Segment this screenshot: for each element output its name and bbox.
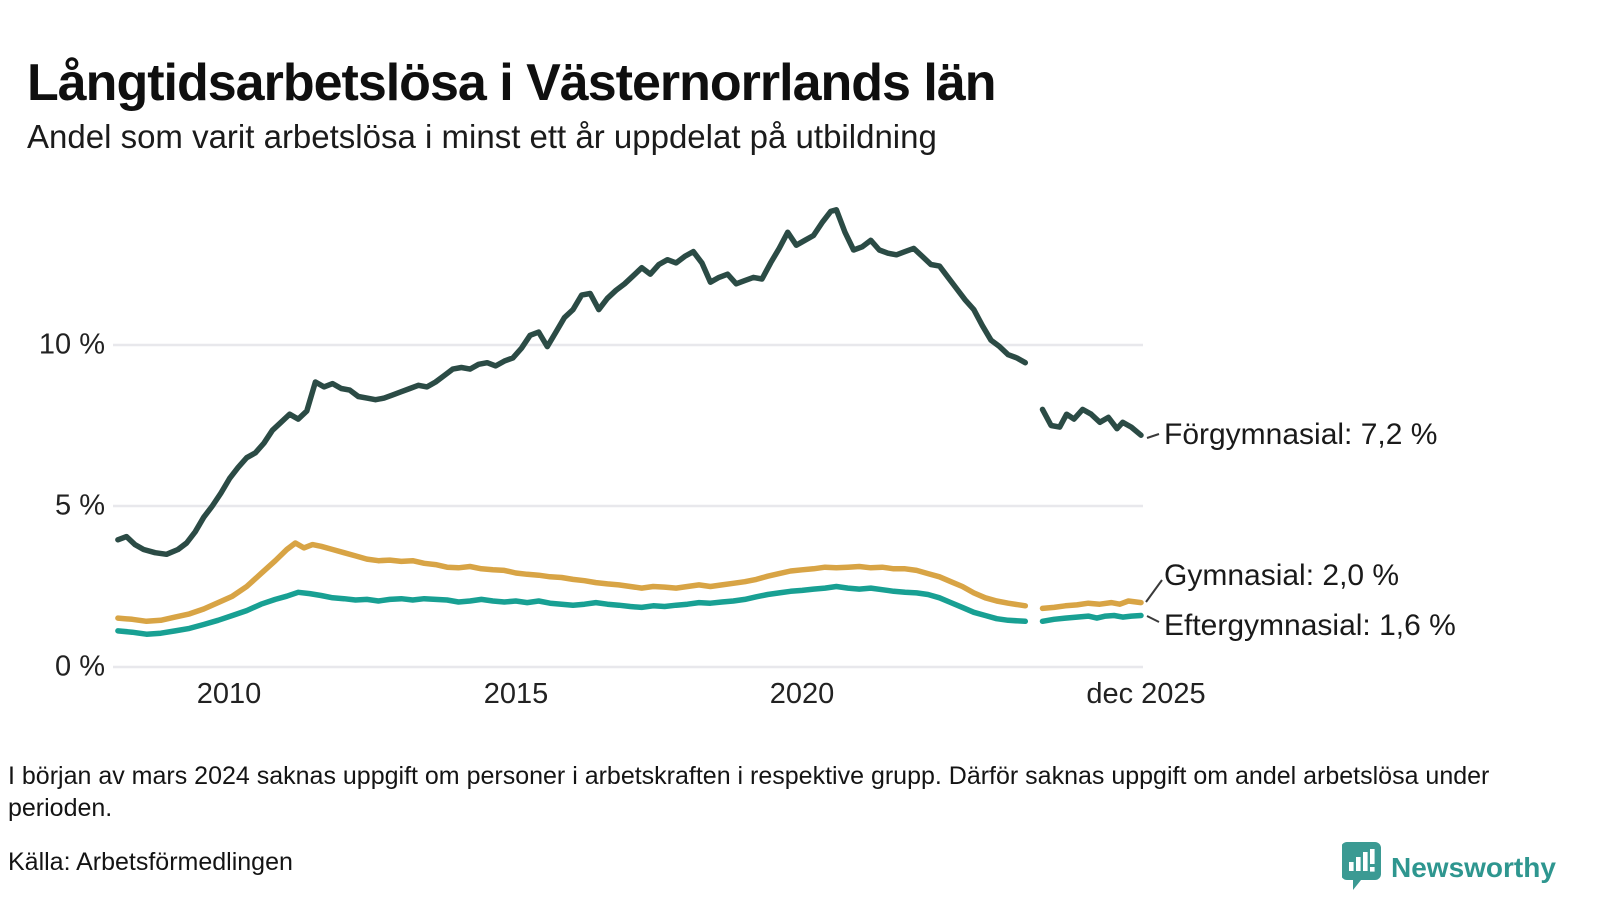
series-label-gymnasial: Gymnasial: 2,0 %	[1164, 559, 1400, 592]
newsworthy-logo[interactable]: Newsworthy	[1341, 840, 1592, 896]
newsworthy-logo-icon	[1341, 841, 1382, 896]
gridlines	[113, 343, 1143, 669]
source-text: Källa: Arbetsförmedlingen	[8, 848, 293, 876]
x-axis-tick-2010: 2010	[196, 678, 262, 710]
line-gymnasial	[115, 540, 1144, 625]
label-connector-lines	[1145, 433, 1163, 623]
newsworthy-logo-text: Newsworthy	[1391, 852, 1556, 883]
series-label-eftergymnasial: Eftergymnasial: 1,6 %	[1164, 609, 1456, 642]
x-axis-tick-2015: 2015	[483, 678, 549, 710]
line-eftergymnasial	[115, 583, 1144, 637]
y-axis-tick-10: 10 %	[38, 328, 105, 361]
x-axis-tick-dec-2025: dec 2025	[1086, 678, 1206, 710]
y-axis-tick-0: 0 %	[55, 650, 105, 683]
page-title: Långtidsarbetslösa i Västernorrlands län	[27, 53, 997, 112]
series-label-forgymnasial: Förgymnasial: 7,2 %	[1164, 418, 1438, 451]
footnote-text: I början av mars 2024 saknas uppgift om …	[8, 762, 1490, 822]
line-förgymnasial	[115, 207, 1144, 558]
y-axis-tick-5: 5 %	[55, 489, 105, 522]
page-subtitle: Andel som varit arbetslösa i minst ett å…	[27, 118, 937, 155]
x-axis-tick-2020: 2020	[769, 678, 835, 710]
series-lines	[115, 207, 1144, 637]
